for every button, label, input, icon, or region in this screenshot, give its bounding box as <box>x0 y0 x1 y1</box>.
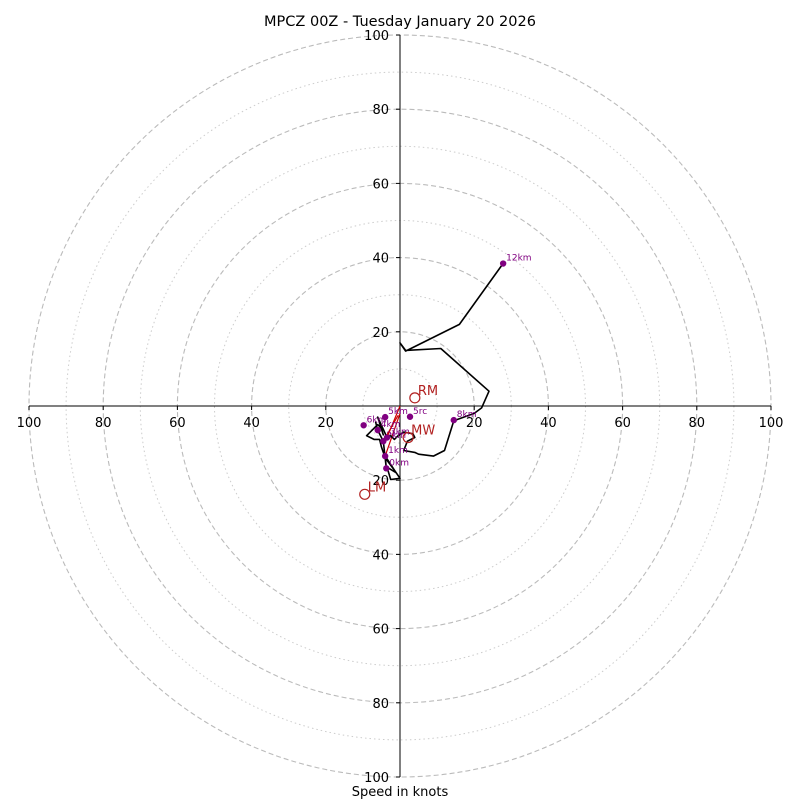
height-marker-label: 1km <box>388 446 408 456</box>
height-marker-label: 12km <box>506 254 531 264</box>
height-marker-label: 5km <box>388 407 408 417</box>
inflow-vector <box>384 413 401 457</box>
y-tick-label: 40 <box>372 252 389 267</box>
mean-wind-marker <box>406 413 414 420</box>
storm-motions: RM LM MW <box>359 384 438 500</box>
y-tick-label: 60 <box>372 177 389 192</box>
y-tick-label: 60 <box>372 623 389 638</box>
x-tick-label: 20 <box>466 416 483 431</box>
height-marker-label: 4km <box>381 420 401 430</box>
hodograph-trace-group <box>365 263 504 481</box>
height-marker <box>381 452 389 460</box>
mean-wind-label: 5rc <box>413 407 427 417</box>
height-marker-label: 2km <box>386 431 406 441</box>
height-marker <box>360 422 367 429</box>
storm-motion-marker <box>359 488 371 500</box>
x-tick-label: 60 <box>169 416 186 431</box>
y-tick-label: 100 <box>364 771 389 786</box>
x-axis-label: Speed in knots <box>352 785 449 800</box>
tick-labels: 100 80 60 40 20 20 40 60 80 100 100 80 60 40 20 20 40 60 8… <box>17 29 784 786</box>
inflow-vector <box>386 405 401 438</box>
storm-motion-label: RM <box>418 384 438 399</box>
x-tick-label: 80 <box>95 416 112 431</box>
height-marker <box>450 416 457 424</box>
chart-title: MPCZ 00Z - Tuesday January 20 2026 <box>264 14 536 30</box>
x-tick-label: 40 <box>243 416 260 431</box>
storm-motion-label: MW <box>411 424 435 439</box>
height-marker-label: 8km <box>457 410 477 420</box>
y-tick-label: 80 <box>372 697 389 712</box>
x-tick-label: 100 <box>759 416 784 431</box>
height-marker <box>374 426 381 434</box>
x-tick-label: 40 <box>540 416 557 431</box>
x-tick-label: 20 <box>318 416 335 431</box>
height-marker <box>383 465 390 472</box>
x-tick-label: 100 <box>17 416 42 431</box>
x-tick-label: 60 <box>614 416 631 431</box>
y-tick-label: 20 <box>372 326 389 341</box>
hodograph-trace <box>365 263 504 481</box>
height-marker-label: 6km <box>367 415 387 425</box>
height-marker-label: 0km <box>389 458 409 468</box>
y-tick-label: 20 <box>372 474 389 489</box>
x-tick-label: 80 <box>689 416 706 431</box>
height-marker-label: 3km <box>390 428 410 438</box>
height-marker <box>381 413 389 421</box>
storm-motion-marker <box>402 431 414 444</box>
height-marker <box>499 260 507 267</box>
height-marker <box>383 434 391 441</box>
y-tick-label: 40 <box>372 548 389 563</box>
storm-motion-marker <box>409 392 421 404</box>
y-tick-label: 80 <box>372 103 389 118</box>
storm-motion-label: LM <box>368 480 386 495</box>
y-tick-label: 100 <box>364 29 389 44</box>
